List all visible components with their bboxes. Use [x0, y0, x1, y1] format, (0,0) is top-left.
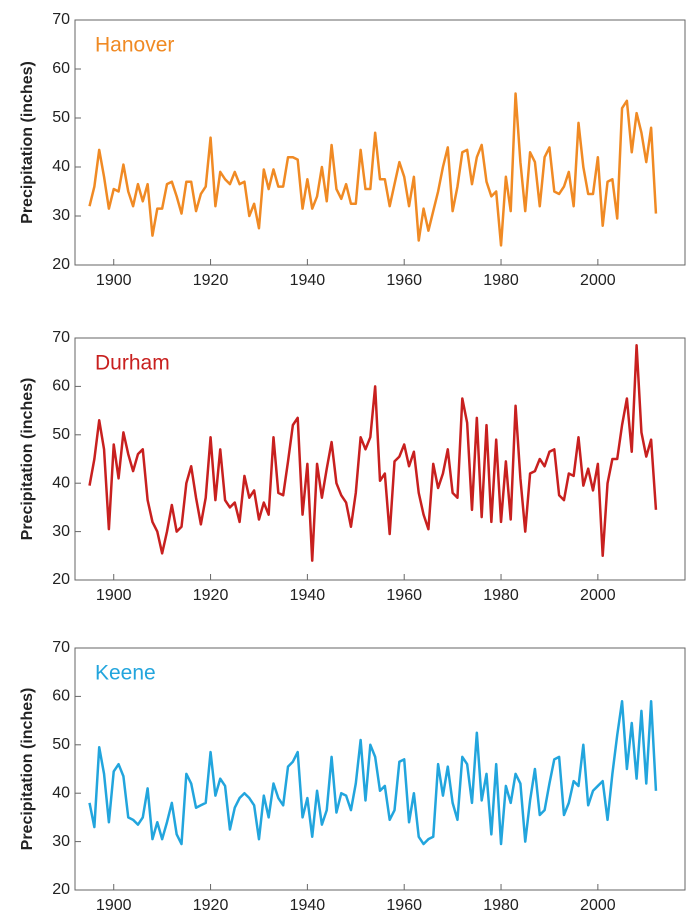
y-tick-label: 40	[52, 474, 70, 491]
x-tick-label: 1920	[193, 272, 229, 289]
x-tick-label: 1960	[386, 587, 422, 604]
x-tick-label: 1960	[386, 272, 422, 289]
y-tick-label: 30	[52, 833, 70, 850]
x-tick-label: 1940	[290, 272, 326, 289]
series-label: Hanover	[95, 34, 174, 57]
y-tick-label: 50	[52, 426, 70, 443]
x-tick-label: 1900	[96, 897, 132, 914]
series-label: Durham	[95, 352, 170, 375]
x-tick-label: 1900	[96, 587, 132, 604]
x-tick-label: 1940	[290, 897, 326, 914]
plot-frame	[74, 19, 686, 266]
x-tick-label: 1940	[290, 587, 326, 604]
y-tick-label: 30	[52, 207, 70, 224]
y-tick-label: 40	[52, 158, 70, 175]
series-label: Keene	[95, 662, 156, 685]
y-tick-label: 50	[52, 736, 70, 753]
y-axis-label: Precipitation (inches)	[19, 378, 36, 541]
x-tick-label: 1980	[483, 587, 519, 604]
y-tick-label: 20	[52, 881, 70, 898]
plot-frame	[74, 647, 686, 891]
y-tick-label: 70	[52, 329, 70, 346]
y-tick-label: 30	[52, 523, 70, 540]
x-tick-label: 2000	[580, 897, 616, 914]
x-tick-label: 1980	[483, 272, 519, 289]
x-tick-label: 2000	[580, 272, 616, 289]
y-tick-label: 60	[52, 378, 70, 395]
y-axis-label: Precipitation (inches)	[19, 688, 36, 851]
x-tick-label: 1960	[386, 897, 422, 914]
x-tick-label: 1980	[483, 897, 519, 914]
y-tick-label: 60	[52, 688, 70, 705]
line-series	[88, 92, 658, 247]
y-tick-label: 50	[52, 109, 70, 126]
plot-frame	[74, 337, 686, 581]
x-tick-label: 1920	[193, 587, 229, 604]
y-tick-label: 20	[52, 256, 70, 273]
x-tick-label: 2000	[580, 587, 616, 604]
x-tick-label: 1900	[96, 272, 132, 289]
line-series	[88, 699, 658, 846]
y-tick-label: 70	[52, 639, 70, 656]
y-axis-label: Precipitation (inches)	[19, 61, 36, 224]
y-tick-label: 20	[52, 571, 70, 588]
line-series	[88, 344, 658, 562]
x-tick-label: 1920	[193, 897, 229, 914]
y-tick-label: 60	[52, 60, 70, 77]
y-tick-label: 40	[52, 784, 70, 801]
y-tick-label: 70	[52, 11, 70, 28]
